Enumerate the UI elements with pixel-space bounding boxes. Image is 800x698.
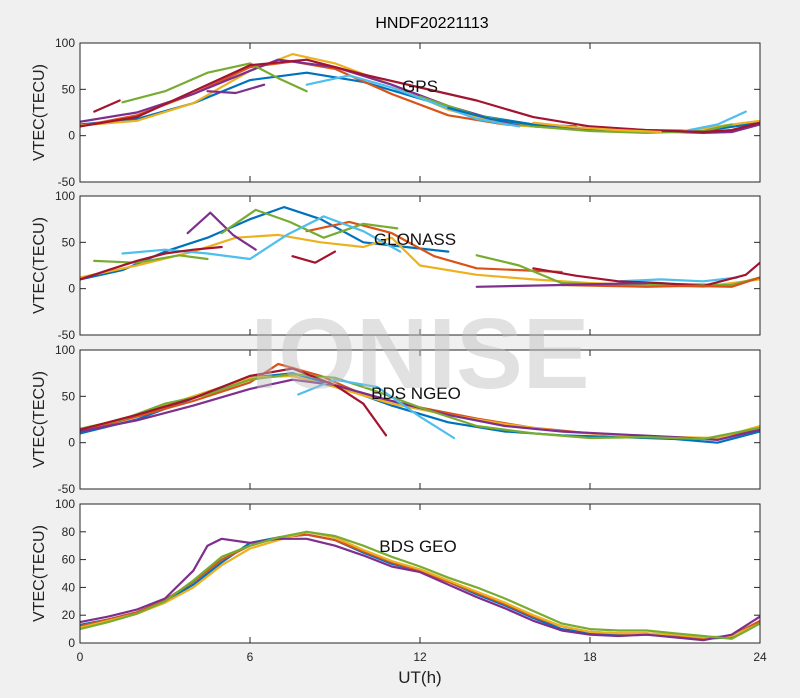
series-line-9: [617, 276, 739, 283]
y-axis-label: VTEC(TECU): [31, 371, 48, 468]
series-line-11: [291, 250, 337, 264]
y-tick-label: 0: [68, 636, 75, 650]
plot-area: [80, 43, 760, 182]
series-line-6: [297, 378, 456, 440]
y-tick-label: 80: [62, 525, 76, 539]
series-line-8: [121, 215, 402, 261]
figure-title: HNDF20221113: [375, 15, 488, 32]
y-tick-label: 100: [55, 497, 75, 511]
subplot-4: 0 20 40 60 80 100 0 6 12 18 24 VTEC(TECU) BDS GEO: [31, 497, 767, 664]
series-line-12: [532, 261, 760, 287]
y-tick-label: 100: [55, 189, 75, 203]
panel-title: BDS GEO: [379, 537, 456, 556]
series-line-5: [220, 208, 399, 239]
panel-title: BDS NGEO: [371, 384, 461, 403]
watermark: IONISE: [251, 298, 590, 410]
y-axis-label: VTEC(TECU): [31, 64, 48, 161]
series-line-9: [80, 58, 760, 134]
series-line-7: [80, 367, 388, 437]
x-tick-label: 0: [77, 650, 84, 664]
series-group: [80, 206, 760, 288]
y-tick-label: 20: [62, 608, 76, 622]
y-tick-label: -50: [58, 175, 76, 189]
y-tick-label: 50: [62, 389, 76, 403]
series-line-3: [80, 530, 760, 639]
y-tick-label: -50: [58, 482, 76, 496]
x-tick-label: 6: [247, 650, 254, 664]
series-line-13: [560, 276, 760, 288]
series-line-6: [93, 254, 209, 264]
panel-title: GPS: [402, 77, 438, 96]
series-group: [80, 530, 760, 642]
y-tick-label: 100: [55, 36, 75, 50]
y-tick-label: 0: [68, 436, 75, 450]
series-line-10: [80, 245, 223, 281]
series-line-13: [532, 121, 662, 134]
plot-area: [80, 504, 760, 643]
x-axis-label: UT(h): [398, 668, 441, 687]
y-tick-label: 50: [62, 82, 76, 96]
series-line-2: [305, 220, 563, 274]
y-tick-label: 100: [55, 343, 75, 357]
series-line-7: [305, 74, 521, 128]
series-group: [80, 52, 760, 134]
subplots: -50 0 50 100 VTEC(TECU) GPS -50 0 50 100 VTEC(TECU…: [31, 36, 767, 664]
series-line-5: [121, 62, 308, 104]
y-tick-label: 40: [62, 580, 76, 594]
y-tick-label: 60: [62, 553, 76, 567]
y-tick-label: 0: [68, 282, 75, 296]
series-group: [80, 362, 760, 444]
subplot-3: -50 0 50 100 VTEC(TECU) BDS NGEO: [31, 343, 761, 496]
y-tick-label: -50: [58, 328, 76, 342]
x-tick-label: 12: [413, 650, 427, 664]
series-line-4: [80, 537, 760, 642]
plot-area: [80, 350, 760, 489]
series-line-12: [206, 83, 266, 95]
series-line-8: [688, 110, 747, 132]
subplot-2: -50 0 50 100 VTEC(TECU) GLONASS: [31, 189, 761, 342]
y-axis-label: VTEC(TECU): [31, 217, 48, 314]
x-tick-label: 24: [753, 650, 767, 664]
y-tick-label: 0: [68, 129, 75, 143]
subplot-1: -50 0 50 100 VTEC(TECU) GPS: [31, 36, 761, 189]
panel-title: GLONASS: [374, 230, 456, 249]
series-line-5: [80, 530, 760, 640]
y-tick-label: 50: [62, 235, 76, 249]
series-line-10: [93, 99, 121, 113]
series-line-7: [475, 254, 760, 287]
series-line-14: [475, 282, 648, 288]
y-axis-label: VTEC(TECU): [31, 525, 48, 622]
series-line-5: [80, 373, 760, 441]
series-line-4: [186, 211, 257, 251]
x-tick-label: 18: [583, 650, 597, 664]
